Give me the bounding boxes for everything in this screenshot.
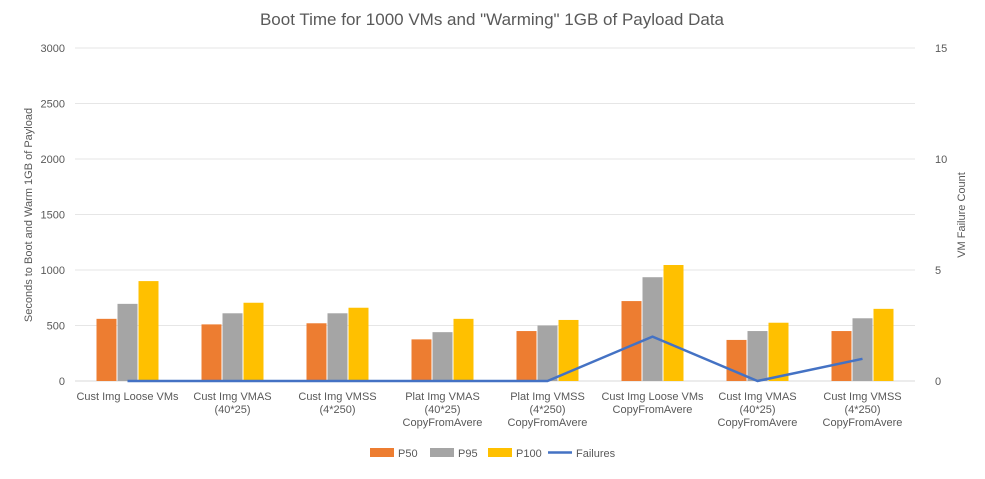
y-tick-label: 0 (59, 376, 65, 388)
legend-label-failures: Failures (576, 448, 616, 460)
x-tick-label-6: Cust Img VMAS (40*25) CopyFromAvere (718, 391, 798, 429)
x-tick-label-2: Cust Img VMSS (4*250) (298, 391, 376, 416)
bar-p50-2 (306, 323, 327, 381)
x-tick-label-line: (40*25) (214, 404, 250, 416)
x-tick-label-line: CopyFromAvere (718, 417, 798, 429)
y2-tick-label: 10 (935, 154, 947, 166)
x-tick-label-line: Cust Img Loose VMs (601, 391, 704, 403)
bars (96, 265, 894, 381)
chart-title: Boot Time for 1000 VMs and "Warming" 1GB… (260, 10, 725, 29)
y-tick-label: 1000 (41, 265, 65, 277)
y2-tick-label: 15 (935, 43, 947, 55)
bar-p95-3 (432, 332, 453, 381)
x-tick-label-3: Plat Img VMAS (40*25) CopyFromAvere (403, 391, 483, 429)
bar-p50-0 (96, 318, 117, 381)
bar-p100-3 (453, 318, 474, 381)
x-tick-label-line: Cust Img VMSS (298, 391, 376, 403)
gridlines (75, 47, 915, 382)
x-tick-label-line: Cust Img Loose VMs (76, 391, 179, 403)
x-tick-label-line: CopyFromAvere (403, 417, 483, 429)
x-tick-label-line: (40*25) (739, 404, 775, 416)
x-tick-label-line: CopyFromAvere (823, 417, 903, 429)
failures-line-layer (127, 335, 863, 383)
bar-p95-4 (537, 325, 558, 381)
legend-label-p95: P95 (458, 448, 478, 460)
bar-p50-1 (201, 324, 222, 381)
x-tick-label-line: (4*250) (844, 404, 880, 416)
y2-tick-label: 0 (935, 376, 941, 388)
x-tick-label-line: (40*25) (424, 404, 460, 416)
bar-p100-7 (873, 308, 894, 381)
x-tick-label-1: Cust Img VMAS (40*25) (193, 391, 271, 416)
bar-p100-0 (138, 281, 159, 381)
x-tick-label-5: Cust Img Loose VMs CopyFromAvere (601, 391, 704, 416)
bar-p100-6 (768, 322, 789, 381)
failures-line (127, 335, 863, 383)
bar-p95-7 (852, 318, 873, 381)
bar-p95-2 (327, 313, 348, 381)
x-tick-label-line: CopyFromAvere (613, 404, 693, 416)
y-tick-label: 1500 (41, 210, 65, 222)
bar-p50-4 (516, 331, 537, 381)
x-tick-label-0: Cust Img Loose VMs (76, 391, 179, 403)
y-tick-label: 3000 (41, 43, 65, 55)
x-tick-label-line: Cust Img VMSS (823, 391, 901, 403)
x-tick-label-line: (4*250) (319, 404, 355, 416)
x-tick-label-line: Cust Img VMAS (193, 391, 271, 403)
x-tick-label-line: CopyFromAvere (508, 417, 588, 429)
bar-p95-6 (747, 331, 768, 381)
legend-label-p100: P100 (516, 448, 542, 460)
x-tick-label-7: Cust Img VMSS (4*250) CopyFromAvere (823, 391, 903, 429)
bar-p50-5 (621, 301, 642, 381)
legend: P50 P95 P100 Failures (370, 448, 616, 460)
y-tick-label: 2500 (41, 99, 65, 111)
legend-swatch-p50 (370, 448, 394, 457)
axis-ticks: 0 500 1000 1500 2000 2500 3000 0 5 10 15 (41, 43, 948, 388)
bar-p100-5 (663, 265, 684, 381)
bar-p95-5 (642, 277, 663, 381)
bar-p50-7 (831, 331, 852, 381)
bar-p95-0 (117, 303, 138, 381)
bar-p100-1 (243, 302, 264, 381)
x-axis-labels: Cust Img Loose VMs Cust Img VMAS (40*25)Cu… (76, 391, 902, 429)
bar-p100-4 (558, 319, 579, 381)
legend-swatch-p95 (430, 448, 454, 457)
x-tick-label-line: Plat Img VMAS (405, 391, 480, 403)
bar-p50-3 (411, 339, 432, 381)
legend-label-p50: P50 (398, 448, 418, 460)
y-axis-label: Seconds to Boot and Warm 1GB of Payload (23, 108, 35, 322)
x-tick-label-line: (4*250) (529, 404, 565, 416)
x-tick-label-line: Plat Img VMSS (510, 391, 585, 403)
bar-p100-2 (348, 307, 369, 381)
y-tick-label: 2000 (41, 154, 65, 166)
y-tick-label: 500 (47, 321, 65, 333)
legend-swatch-p100 (488, 448, 512, 457)
y2-tick-label: 5 (935, 265, 941, 277)
y2-axis-label: VM Failure Count (956, 172, 968, 258)
x-tick-label-4: Plat Img VMSS (4*250) CopyFromAvere (508, 391, 588, 429)
bar-p95-1 (222, 313, 243, 381)
x-tick-label-line: Cust Img VMAS (718, 391, 796, 403)
